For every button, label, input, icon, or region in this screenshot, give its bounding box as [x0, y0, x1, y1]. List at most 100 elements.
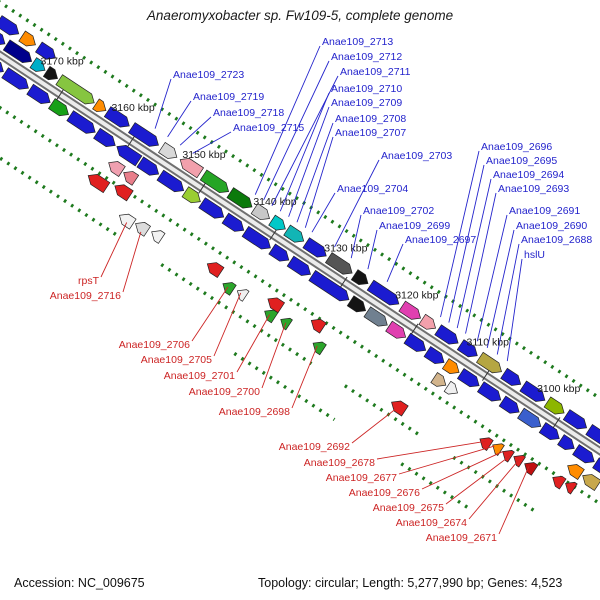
gene-label-forward[interactable]: Anae109_2713	[322, 36, 393, 48]
gene-arrow[interactable]	[204, 259, 225, 279]
gene-arrow[interactable]	[418, 313, 439, 333]
gene-label-forward[interactable]: Anae109_2704	[337, 183, 408, 195]
gene-arrow[interactable]	[302, 237, 330, 261]
gene-arrow[interactable]	[500, 367, 524, 389]
gene-arrow[interactable]	[105, 158, 126, 177]
gene-arrow[interactable]	[114, 142, 143, 167]
gene-arrow[interactable]	[112, 181, 134, 202]
gene-label-forward[interactable]: Anae109_2695	[486, 155, 557, 167]
gene-label-reverse[interactable]: Anae109_2692	[279, 441, 350, 453]
gene-arrow[interactable]	[283, 224, 307, 246]
gene-label-forward[interactable]: Anae109_2691	[509, 205, 580, 217]
gene-arrow[interactable]	[116, 210, 137, 230]
gene-arrow[interactable]	[443, 380, 461, 398]
gene-arrow[interactable]	[366, 279, 402, 309]
gene-arrow[interactable]	[572, 444, 598, 467]
gene-arrow[interactable]	[0, 24, 8, 49]
gene-arrow[interactable]	[241, 225, 274, 253]
gene-arrow[interactable]	[521, 459, 539, 476]
gene-label-forward[interactable]: Anae109_2712	[331, 51, 402, 63]
gene-arrow[interactable]	[55, 74, 98, 108]
gene-label-forward[interactable]: Anae109_2719	[193, 91, 264, 103]
gene-arrow[interactable]	[103, 106, 132, 131]
gene-arrow[interactable]	[277, 314, 293, 331]
gene-arrow[interactable]	[308, 315, 327, 334]
gene-arrow[interactable]	[18, 30, 39, 50]
gene-label-forward[interactable]: Anae109_2715	[233, 122, 304, 134]
gene-arrow[interactable]	[120, 168, 140, 186]
gene-label-reverse[interactable]: Anae109_2671	[426, 532, 497, 544]
gene-arrow[interactable]	[579, 471, 600, 492]
gene-arrow[interactable]	[198, 197, 227, 222]
gene-label-forward[interactable]: Anae109_2699	[379, 220, 450, 232]
gene-label-reverse[interactable]: Anae109_2678	[304, 457, 375, 469]
gene-arrow[interactable]	[456, 368, 482, 391]
gene-label-forward[interactable]: Anae109_2697	[405, 234, 476, 246]
gene-arrow[interactable]	[324, 252, 355, 278]
gene-arrow[interactable]	[268, 214, 289, 234]
gene-arrow[interactable]	[0, 15, 22, 39]
gene-arrow[interactable]	[346, 295, 369, 316]
gene-arrow[interactable]	[592, 457, 600, 487]
gene-label-reverse[interactable]: Anae109_2705	[141, 354, 212, 366]
gene-label-reverse[interactable]: Anae109_2676	[349, 487, 420, 499]
gene-label-reverse[interactable]: Anae109_2675	[373, 502, 444, 514]
gene-label-reverse[interactable]: Anae109_2677	[326, 472, 397, 484]
gene-arrow[interactable]	[564, 461, 585, 480]
gene-arrow[interactable]	[549, 472, 567, 490]
gene-arrow[interactable]	[93, 127, 119, 150]
gene-label-reverse[interactable]: Anae109_2674	[396, 517, 467, 529]
gene-arrow[interactable]	[423, 345, 447, 367]
gene-arrow[interactable]	[310, 338, 327, 356]
gene-arrow[interactable]	[26, 83, 54, 107]
gene-arrow[interactable]	[498, 395, 522, 417]
gene-label-forward[interactable]: Anae109_2708	[335, 113, 406, 125]
gene-arrow[interactable]	[363, 306, 391, 330]
gene-label-forward[interactable]: Anae109_2710	[331, 83, 402, 95]
gene-arrow[interactable]	[585, 424, 600, 450]
gene-arrow[interactable]	[226, 187, 255, 212]
gene-arrow[interactable]	[511, 451, 526, 468]
gene-arrow[interactable]	[543, 396, 567, 418]
gene-arrow[interactable]	[476, 351, 505, 376]
gene-label-forward[interactable]: Anae109_2690	[516, 220, 587, 232]
gene-label-forward[interactable]: Anae109_2709	[331, 97, 402, 109]
gene-arrow[interactable]	[177, 155, 205, 179]
gene-arrow[interactable]	[199, 169, 232, 197]
gene-arrow[interactable]	[403, 332, 429, 355]
gene-label-forward[interactable]: Anae109_2688	[521, 234, 592, 246]
gene-arrow[interactable]	[286, 255, 314, 279]
gene-arrow[interactable]	[476, 381, 504, 405]
gene-arrow[interactable]	[35, 41, 58, 63]
gene-arrow[interactable]	[562, 478, 578, 495]
gene-arrow[interactable]	[385, 320, 409, 342]
gene-label-forward[interactable]: Anae109_2693	[498, 183, 569, 195]
gene-arrow[interactable]	[85, 171, 111, 194]
gene-arrow[interactable]	[92, 98, 110, 116]
gene-label-forward[interactable]: Anae109_2696	[481, 141, 552, 153]
gene-arrow[interactable]	[519, 380, 548, 405]
gene-arrow[interactable]	[220, 279, 237, 296]
gene-arrow[interactable]	[388, 397, 409, 417]
gene-arrow[interactable]	[132, 219, 152, 237]
gene-arrow[interactable]	[350, 269, 371, 289]
gene-arrow[interactable]	[261, 306, 279, 324]
gene-arrow[interactable]	[1, 67, 32, 93]
gene-arrow[interactable]	[128, 122, 161, 151]
gene-arrow[interactable]	[430, 372, 449, 391]
gene-arrow[interactable]	[181, 186, 204, 207]
gene-arrow[interactable]	[148, 227, 166, 244]
gene-arrow[interactable]	[2, 39, 35, 67]
gene-arrow[interactable]	[158, 141, 181, 162]
gene-label-reverse[interactable]: rpsT	[78, 275, 100, 287]
gene-arrow[interactable]	[136, 156, 162, 179]
gene-arrow[interactable]	[308, 269, 352, 304]
gene-arrow[interactable]	[477, 434, 494, 452]
gene-arrow[interactable]	[234, 286, 250, 302]
gene-arrow[interactable]	[156, 169, 187, 195]
gene-arrow[interactable]	[398, 300, 424, 323]
gene-label-forward[interactable]: Anae109_2723	[173, 69, 244, 81]
gene-label-reverse[interactable]: Anae109_2706	[119, 339, 190, 351]
gene-label-reverse[interactable]: Anae109_2698	[219, 406, 290, 418]
gene-label-reverse[interactable]: Anae109_2701	[164, 370, 235, 382]
